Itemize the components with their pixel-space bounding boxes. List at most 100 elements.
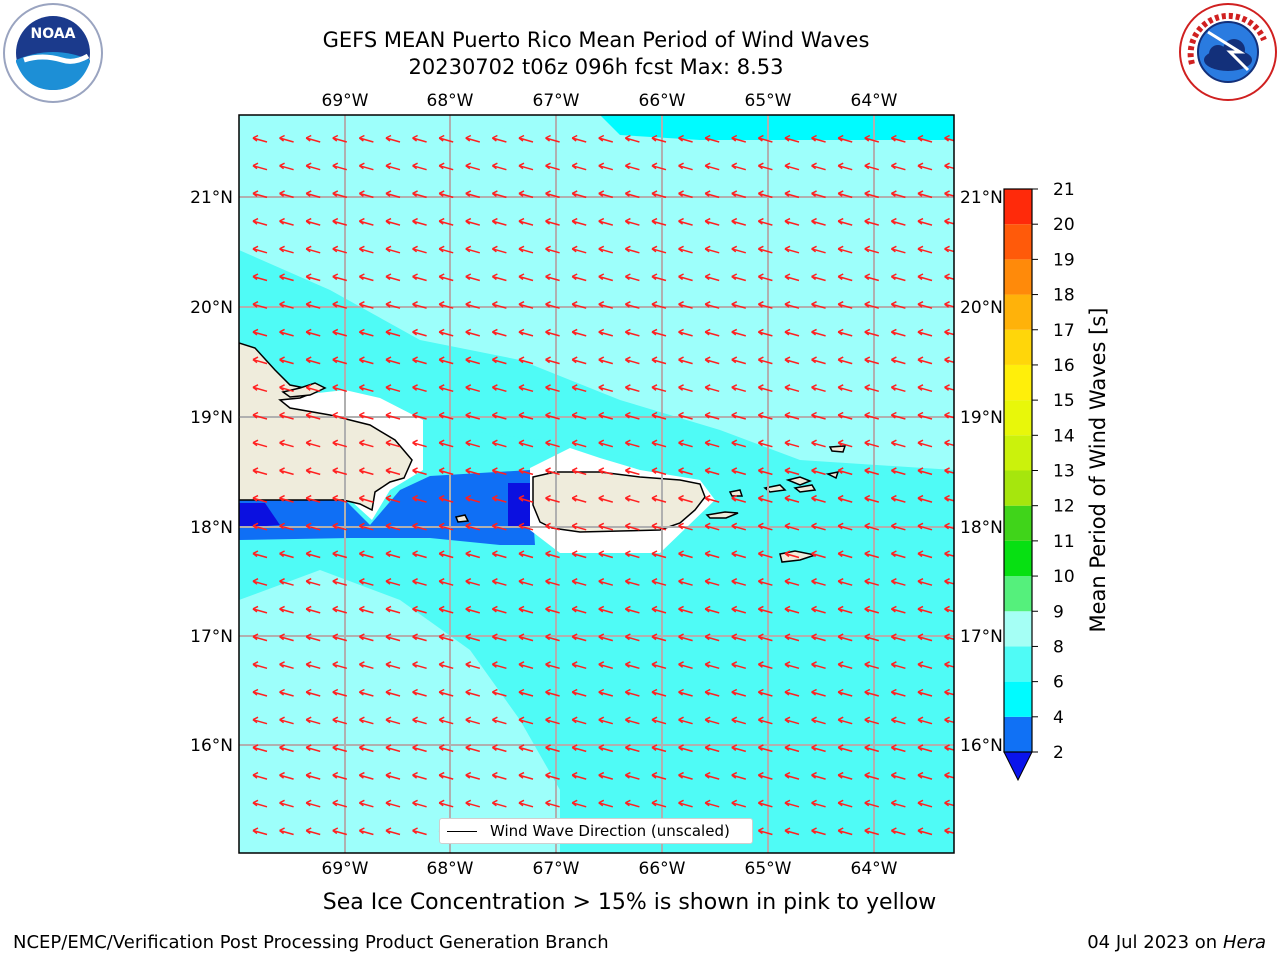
wind-wave-arrow [651, 497, 667, 503]
wind-wave-arrowhead [944, 716, 950, 724]
wind-wave-arrow [252, 248, 268, 254]
wind-wave-arrow [279, 275, 294, 282]
wind-wave-arrowhead [358, 744, 365, 751]
wind-wave-arrow [784, 608, 800, 614]
wind-wave-arrow [385, 497, 401, 503]
wind-wave-arrow [731, 469, 747, 476]
wind-wave-arrow [731, 718, 747, 725]
wind-wave-arrow [758, 386, 773, 393]
wind-wave-arrowhead [571, 134, 578, 142]
wind-wave-arrowhead [412, 245, 418, 253]
wind-wave-arrowhead [279, 162, 285, 170]
wind-wave-arrowhead [704, 411, 711, 419]
wind-wave-arrow [598, 441, 614, 448]
wind-wave-arrow [891, 635, 906, 642]
wind-wave-arrowhead [518, 301, 525, 308]
wind-wave-arrow [359, 774, 374, 780]
wind-wave-arrowhead [545, 633, 551, 641]
wind-wave-arrowhead [518, 661, 525, 668]
wind-wave-arrowhead [412, 661, 418, 668]
lat-label: 20°N [190, 298, 233, 318]
wind-wave-arrow [279, 497, 294, 503]
wind-wave-arrowhead [465, 661, 472, 668]
wind-wave-arrowhead [624, 411, 631, 419]
wind-wave-arrow [279, 414, 294, 420]
wind-wave-arrow [704, 774, 720, 780]
wind-wave-arrowhead [279, 522, 285, 530]
wind-wave-arrow [917, 386, 933, 393]
wind-wave-arrowhead [944, 384, 950, 391]
wind-wave-arrow [279, 525, 294, 531]
wind-wave-arrowhead [757, 799, 764, 807]
wind-wave-arrowhead [465, 301, 472, 308]
wind-wave-arrowhead [917, 301, 924, 308]
colorbar-segment [1004, 646, 1032, 682]
wind-wave-arrow [359, 580, 374, 586]
wind-wave-arrowhead [837, 744, 844, 751]
wind-wave-arrow [279, 608, 294, 614]
wind-wave-arrow [598, 414, 614, 420]
wind-wave-arrowhead [864, 439, 871, 447]
wind-wave-arrow [891, 608, 906, 614]
wind-wave-arrow [651, 386, 667, 393]
wind-wave-arrowhead [890, 301, 897, 308]
wind-wave-arrow [359, 386, 374, 393]
wind-wave-arrowhead [837, 578, 844, 585]
wind-wave-arrowhead [731, 494, 738, 502]
wind-wave-arrow [704, 137, 720, 143]
wind-wave-arrow [864, 386, 880, 393]
wind-wave-arrow [864, 331, 880, 337]
wind-wave-arrow [891, 829, 906, 836]
wind-wave-arrow [305, 386, 321, 393]
wind-wave-arrowhead [811, 799, 817, 807]
wind-wave-arrowhead [651, 771, 658, 779]
wind-wave-arrow [412, 358, 427, 365]
wind-wave-arrow [731, 635, 747, 642]
wind-wave-arrowhead [624, 467, 631, 474]
wind-wave-arrow [412, 718, 427, 725]
wind-wave-arrow [811, 469, 826, 476]
wind-wave-arrowhead [438, 550, 445, 558]
wind-wave-arrowhead [598, 744, 605, 751]
wind-wave-arrowhead [358, 384, 365, 391]
wind-wave-arrowhead [279, 328, 285, 336]
wind-wave-arrow [252, 386, 268, 393]
wind-wave-arrow [784, 331, 800, 337]
wind-wave-arrow [678, 552, 693, 559]
wind-wave-arrowhead [864, 411, 871, 419]
lon-label: 66°W [639, 91, 686, 111]
wind-wave-arrow [758, 718, 773, 725]
wind-wave-arrowhead [358, 771, 365, 779]
wind-wave-arrow [359, 220, 374, 226]
wind-wave-arrow [891, 441, 906, 448]
wind-wave-arrowhead [385, 661, 392, 668]
wind-wave-arrowhead [651, 494, 658, 502]
wind-wave-arrowhead [252, 744, 259, 751]
wind-wave-arrowhead [252, 411, 259, 419]
wind-wave-arrow [758, 802, 773, 808]
wind-wave-arrow [252, 441, 268, 448]
wind-wave-arrowhead [598, 467, 605, 474]
wind-wave-arrowhead [837, 550, 844, 558]
wind-wave-arrowhead [358, 217, 365, 225]
wind-wave-arrow [598, 663, 614, 670]
wind-wave-arrowhead [598, 688, 605, 696]
wind-wave-arrowhead [332, 494, 339, 502]
wind-wave-arrow [731, 220, 747, 226]
wind-wave-arrow [837, 275, 853, 282]
wind-wave-arrow [704, 331, 720, 337]
wind-wave-arrow [465, 802, 481, 808]
wind-wave-arrowhead [412, 578, 418, 585]
wind-wave-arrowhead [491, 633, 498, 641]
colorbar-tick-label: 11 [1053, 532, 1075, 552]
wind-wave-arrow [598, 691, 614, 697]
wind-wave-arrow [944, 552, 954, 557]
wind-wave-arrowhead [571, 661, 578, 668]
wind-wave-arrowhead [917, 827, 924, 835]
wind-wave-arrowhead [651, 134, 658, 142]
wind-wave-arrow [252, 137, 268, 143]
wind-wave-arrow [518, 137, 534, 143]
wind-wave-arrow [651, 137, 667, 143]
wind-wave-arrowhead [252, 578, 259, 585]
wind-wave-arrowhead [438, 190, 445, 197]
